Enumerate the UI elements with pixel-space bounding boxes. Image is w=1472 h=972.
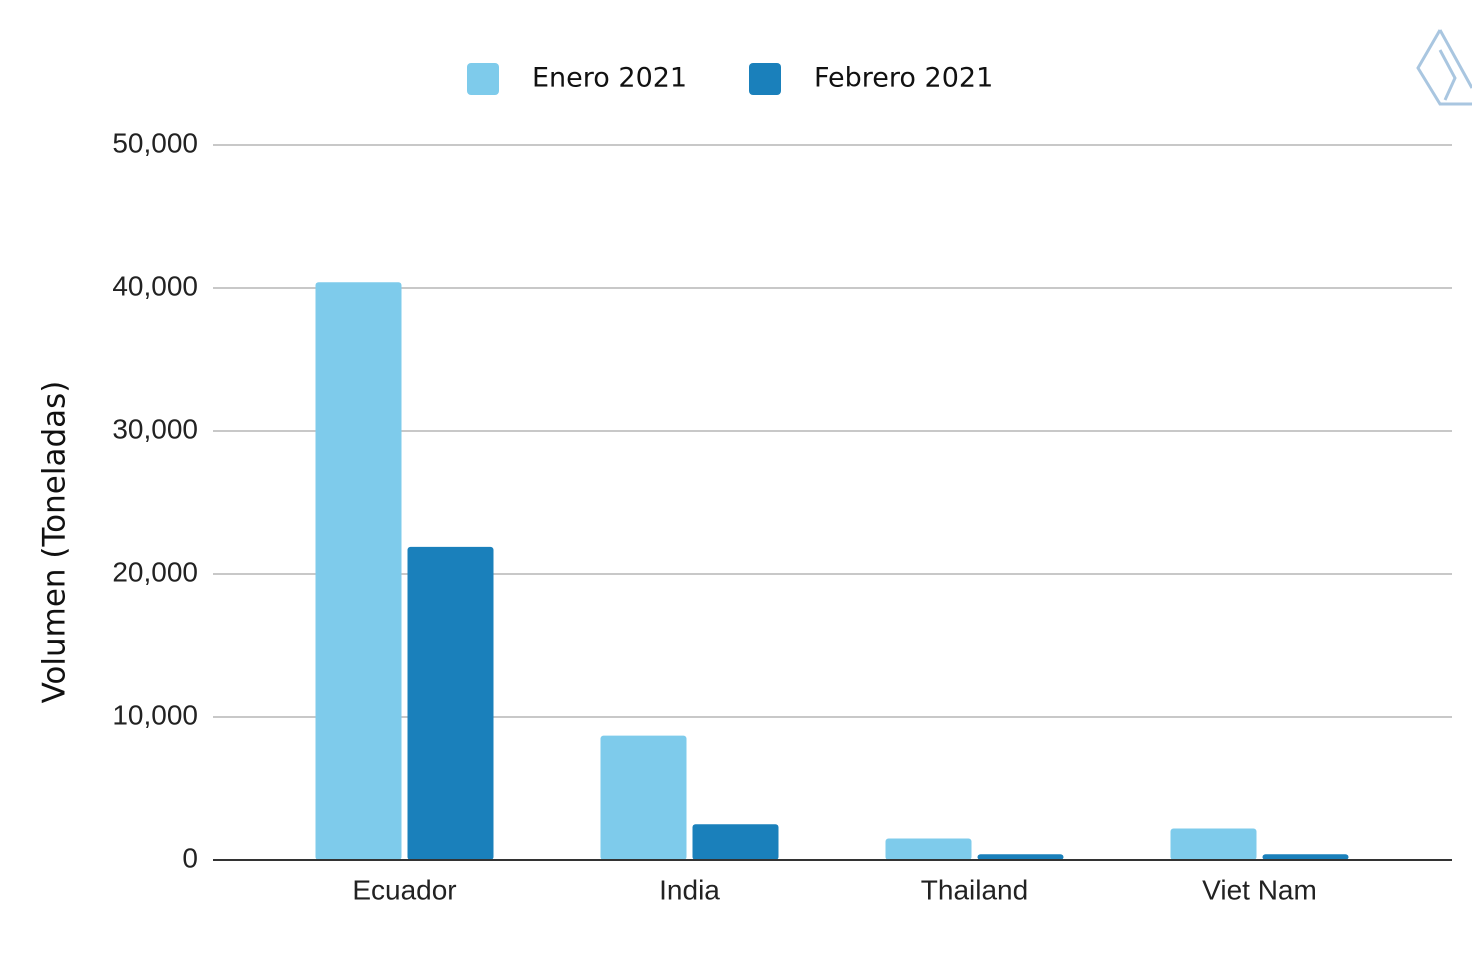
y-tick-label: 50,000 xyxy=(112,127,198,158)
y-axis-title: Volumen (Toneladas) xyxy=(37,381,73,704)
x-tick-label: India xyxy=(659,874,720,905)
x-tick-label: Thailand xyxy=(921,874,1028,905)
x-tick-label: Ecuador xyxy=(352,874,456,905)
x-tick-label: Viet Nam xyxy=(1202,874,1317,905)
bar xyxy=(692,824,779,860)
bar xyxy=(1262,854,1349,860)
legend-swatch xyxy=(749,63,781,95)
bar xyxy=(407,546,494,860)
y-tick-label: 40,000 xyxy=(112,270,198,301)
legend-swatch xyxy=(467,63,499,95)
bar xyxy=(885,838,972,860)
y-tick-label: 10,000 xyxy=(112,699,198,730)
bar xyxy=(315,282,402,860)
legend-label: Enero 2021 xyxy=(532,63,687,94)
legend-label: Febrero 2021 xyxy=(814,63,993,94)
y-tick-label: 20,000 xyxy=(112,556,198,587)
logo xyxy=(1416,29,1472,106)
bar xyxy=(600,735,687,860)
bar xyxy=(977,854,1064,860)
y-tick-label: 30,000 xyxy=(112,413,198,444)
y-tick-label: 0 xyxy=(182,842,198,873)
bar xyxy=(1170,828,1257,860)
